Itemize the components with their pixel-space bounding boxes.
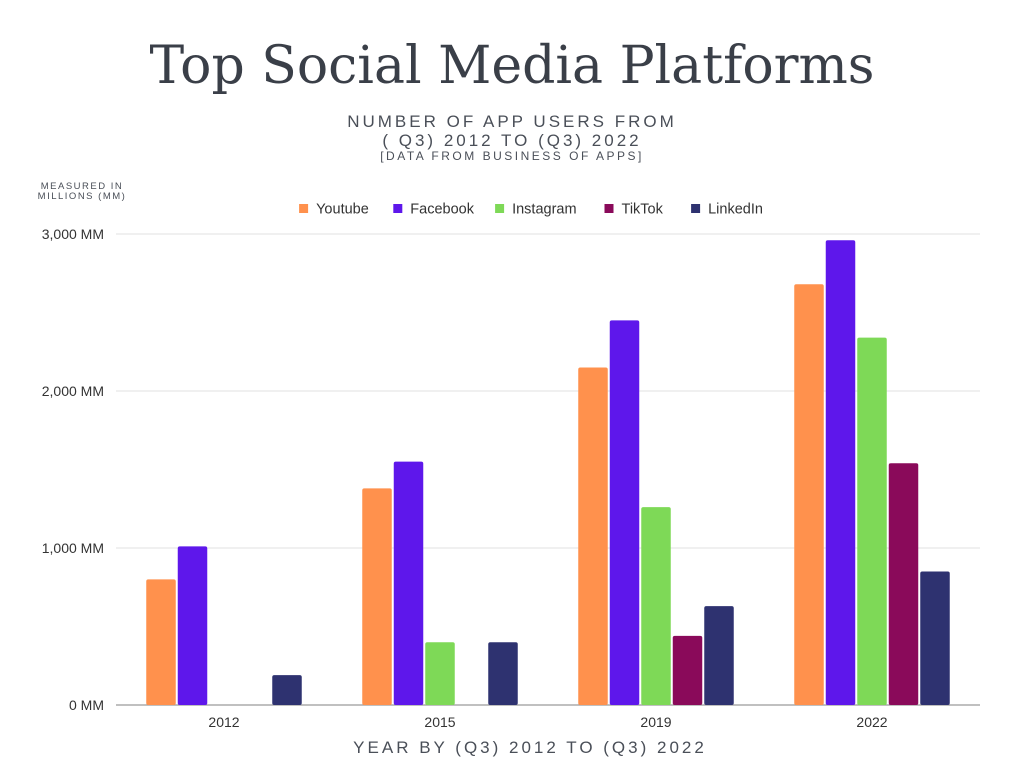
bars [146,240,950,705]
legend-swatch-tiktok [604,204,614,213]
legend-label-youtube: Youtube [316,202,369,218]
legend-swatch-instagram [495,204,505,213]
bar-linkedin-2019 [704,606,734,705]
y-tick-label: 2,000 MM [42,383,104,399]
bar-facebook-2019 [609,320,640,705]
y-axis-ticks: 0 MM 1,000 MM 2,000 MM 3,000 MM [42,226,104,713]
y-tick-label: 3,000 MM [42,226,104,242]
bar-linkedin-2022 [920,571,950,705]
bar-instagram-2015 [425,642,455,705]
x-axis-title: YEAR BY (Q3) 2012 TO (Q3) 2022 [353,738,707,757]
bar-instagram-2022 [857,337,887,705]
x-tick-label: 2019 [640,714,671,730]
bar-youtube-2012 [146,579,176,705]
chart-source-note: [DATA FROM BUSINESS OF APPS] [380,149,644,163]
bar-youtube-2019 [578,367,608,705]
bar-linkedin-2012 [272,675,302,705]
bar-facebook-2022 [825,240,856,705]
legend-swatch-facebook [393,204,403,213]
x-tick-label: 2015 [424,714,455,730]
legend-label-facebook: Facebook [410,202,474,218]
x-axis-ticks: 2012 2015 2019 2022 [208,714,887,730]
bar-facebook-2012 [177,546,208,705]
chart-subtitle-line-1: NUMBER OF APP USERS FROM [347,112,677,131]
unit-label: MEASURED IN MILLIONS (MM) [22,182,142,202]
unit-label-line-1: MEASURED IN [40,181,124,192]
unit-label-line-2: MILLIONS (MM) [37,191,127,202]
y-tick-label: 1,000 MM [42,540,104,556]
legend-swatch-linkedin [691,204,701,213]
bar-youtube-2015 [362,488,392,705]
bar-instagram-2019 [641,507,671,705]
bar-tiktok-2019 [672,635,703,705]
chart-title: Top Social Media Platforms [149,36,875,96]
x-tick-label: 2012 [208,714,239,730]
legend-label-instagram: Instagram [512,202,576,218]
x-tick-label: 2022 [856,714,887,730]
bar-facebook-2015 [393,461,424,705]
bar-youtube-2022 [794,284,824,705]
chart-subtitle-line-2: ( Q3) 2012 TO (Q3) 2022 [382,131,642,150]
legend: Youtube Facebook Instagram TikTok LinkedIn [299,202,763,218]
bar-tiktok-2022 [888,463,919,705]
y-tick-label: 0 MM [69,697,104,713]
legend-label-linkedin: LinkedIn [708,202,763,218]
legend-label-tiktok: TikTok [622,202,664,218]
bar-linkedin-2015 [488,642,518,705]
legend-swatch-youtube [299,204,309,213]
